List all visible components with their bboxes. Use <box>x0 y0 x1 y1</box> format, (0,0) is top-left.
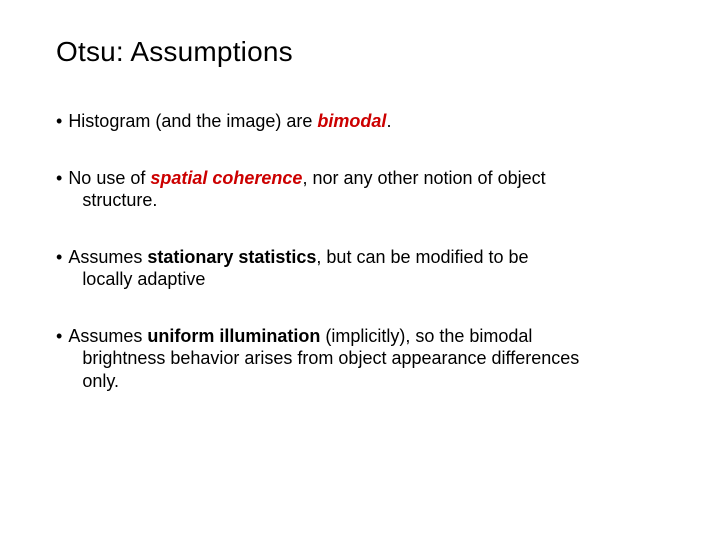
slide: Otsu: Assumptions • Histogram (and the i… <box>0 0 720 540</box>
text-continuation: locally adaptive <box>82 268 664 291</box>
text-run: . <box>386 111 391 131</box>
text-run: , nor any other notion of object <box>302 168 545 188</box>
bullet-text: Assumes stationary statistics, but can b… <box>68 246 664 291</box>
emphasis-red: spatial coherence <box>150 168 302 188</box>
bullet-item: • Assumes uniform illumination (implicit… <box>56 325 664 393</box>
bullet-text: Histogram (and the image) are bimodal. <box>68 110 664 133</box>
text-run: Histogram (and the image) are <box>68 111 317 131</box>
text-run: , but can be modified to be <box>316 247 528 267</box>
bullet-dot: • <box>56 325 62 393</box>
text-run: No use of <box>68 168 150 188</box>
bullet-text: Assumes uniform illumination (implicitly… <box>68 325 664 393</box>
bullet-dot: • <box>56 110 62 133</box>
text-continuation: structure. <box>82 189 664 212</box>
emphasis-bold: uniform illumination <box>147 326 320 346</box>
bullet-text: No use of spatial coherence, nor any oth… <box>68 167 664 212</box>
bullet-item: • No use of spatial coherence, nor any o… <box>56 167 664 212</box>
text-continuation: brightness behavior arises from object a… <box>82 347 664 370</box>
text-run: (implicitly), so the bimodal <box>320 326 532 346</box>
text-run: Assumes <box>68 326 147 346</box>
emphasis-bold: stationary statistics <box>147 247 316 267</box>
slide-title: Otsu: Assumptions <box>56 36 664 68</box>
bullet-item: • Histogram (and the image) are bimodal. <box>56 110 664 133</box>
text-run: Assumes <box>68 247 147 267</box>
emphasis-red: bimodal <box>317 111 386 131</box>
bullet-item: • Assumes stationary statistics, but can… <box>56 246 664 291</box>
bullet-dot: • <box>56 167 62 212</box>
bullet-dot: • <box>56 246 62 291</box>
text-continuation: only. <box>82 370 664 393</box>
